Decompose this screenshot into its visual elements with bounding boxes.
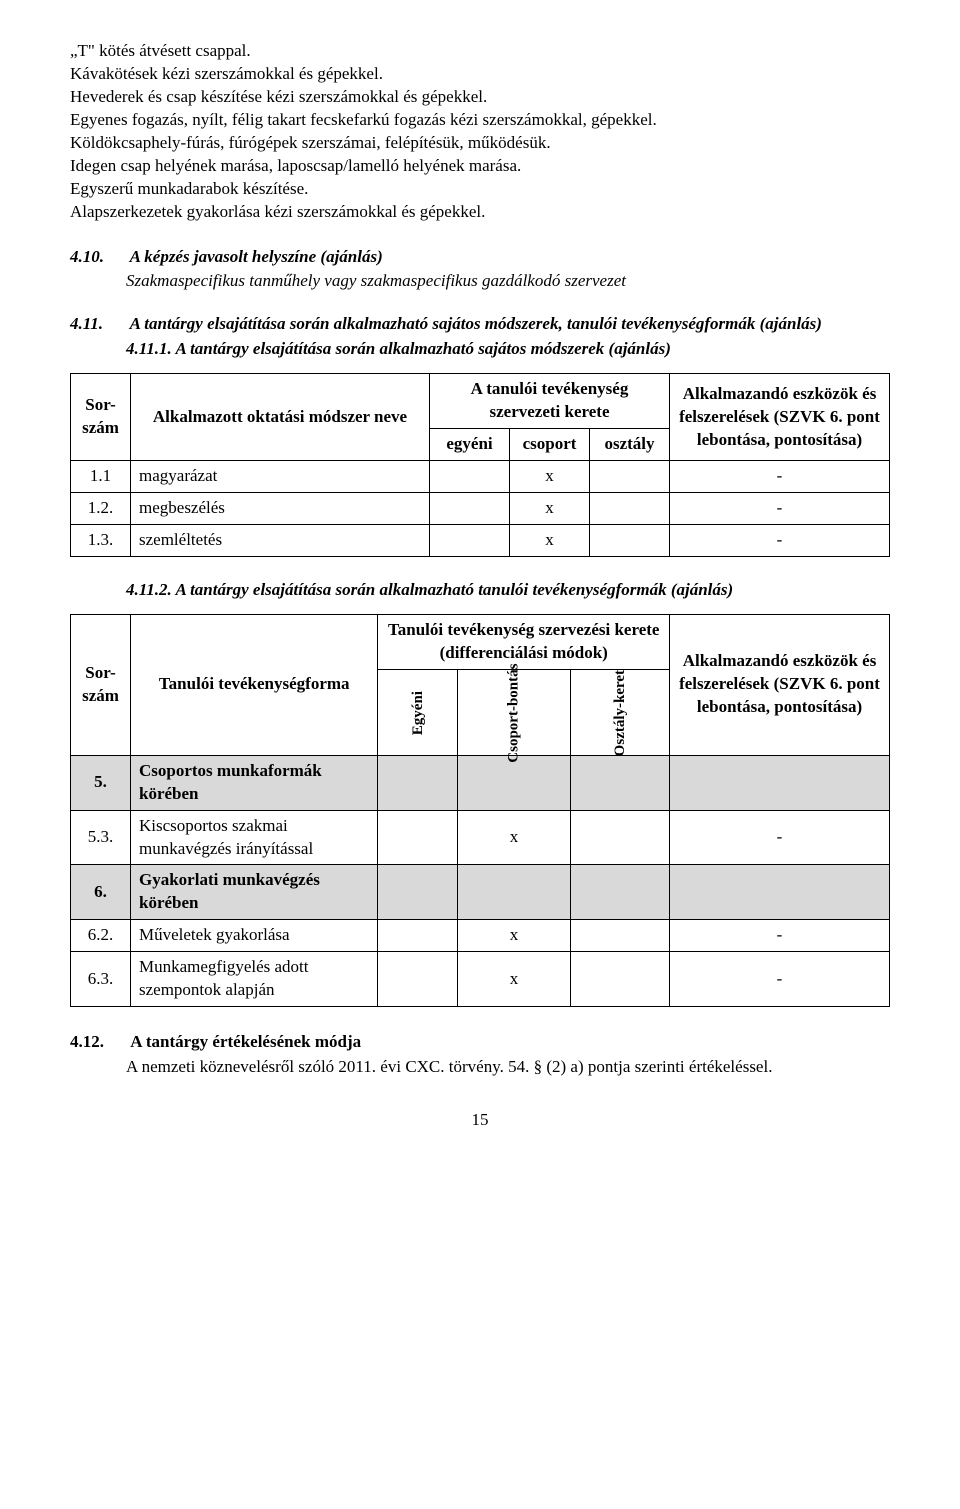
row-num: 1.3.	[71, 524, 131, 556]
section-title: A tantárgy elsajátítása során alkalmazha…	[130, 314, 822, 333]
intro-line: Idegen csap helyének marása, laposcsap/l…	[70, 155, 890, 178]
row-num: 6.2.	[71, 920, 131, 952]
row-csoport: x	[458, 920, 570, 952]
table-header-alk: Alkalmazandó eszközök és felszerelések (…	[670, 614, 890, 755]
table-header-osztaly: osztály	[590, 429, 670, 461]
section-4-11-1-heading: 4.11.1. A tantárgy elsajátítása során al…	[126, 338, 890, 361]
row-name: magyarázat	[131, 461, 430, 493]
row-osztaly	[570, 920, 669, 952]
row-alk: -	[670, 952, 890, 1007]
table-row: 6.2.Műveletek gyakorlása x -	[71, 920, 890, 952]
row-csoport: x	[510, 493, 590, 525]
table-row: 1.3.szemléltetés x -	[71, 524, 890, 556]
row-alk: -	[670, 493, 890, 525]
row-name: szemléltetés	[131, 524, 430, 556]
subsection-number: 4.11.1.	[126, 339, 172, 358]
intro-line: Köldökcsaphely-fúrás, fúrógépek szerszám…	[70, 132, 890, 155]
row-osztaly	[570, 755, 669, 810]
row-alk: -	[670, 524, 890, 556]
row-name: Műveletek gyakorlása	[131, 920, 378, 952]
section-number: 4.11.	[70, 313, 126, 336]
activities-table: Sor-szám Tanulói tevékenységforma Tanuló…	[70, 614, 890, 1007]
table-header-group: Tanulói tevékenység szervezési kerete (d…	[378, 614, 670, 669]
row-name: Kiscsoportos szakmai munkavégzés irányít…	[131, 810, 378, 865]
section-number: 4.10.	[70, 246, 126, 269]
row-egyeni	[378, 865, 458, 920]
section-4-11-2-heading: 4.11.2. A tantárgy elsajátítása során al…	[126, 579, 890, 602]
table-row: 6.Gyakorlati munkavégzés körében	[71, 865, 890, 920]
table-header-group: A tanulói tevékenység szervezeti kerete	[430, 374, 670, 429]
table-row: 1.2.megbeszélés x -	[71, 493, 890, 525]
section-number: 4.12.	[70, 1031, 126, 1054]
intro-line: Egyszerű munkadarabok készítése.	[70, 178, 890, 201]
section-title: A képzés javasolt helyszíne (ajánlás)	[130, 247, 383, 266]
intro-line: Hevederek és csap készítése kézi szerszá…	[70, 86, 890, 109]
table-row: 1.1magyarázat x -	[71, 461, 890, 493]
table-header-egyeni: egyéni	[430, 429, 510, 461]
subsection-number: 4.11.2.	[126, 580, 172, 599]
row-egyeni	[430, 524, 510, 556]
table-header-csoport: Csoport-bontás	[458, 669, 570, 755]
intro-line: Egyenes fogazás, nyílt, félig takart fec…	[70, 109, 890, 132]
table-header-alk: Alkalmazandó eszközök és felszerelések (…	[670, 374, 890, 461]
table-header-sor: Sor-szám	[71, 614, 131, 755]
row-num: 6.3.	[71, 952, 131, 1007]
row-csoport: x	[458, 810, 570, 865]
row-egyeni	[378, 952, 458, 1007]
row-osztaly	[570, 865, 669, 920]
row-csoport	[458, 865, 570, 920]
row-csoport: x	[510, 461, 590, 493]
table-header-sor: Sor-szám	[71, 374, 131, 461]
section-4-10-body: Szakmaspecifikus tanműhely vagy szakmasp…	[126, 270, 890, 293]
row-num: 1.2.	[71, 493, 131, 525]
intro-block: „T" kötés átvésett csappal. Kávakötések …	[70, 40, 890, 224]
intro-line: „T" kötés átvésett csappal.	[70, 40, 890, 63]
row-alk: -	[670, 810, 890, 865]
table-header-method: Alkalmazott oktatási módszer neve	[131, 374, 430, 461]
table-header-form: Tanulói tevékenységforma	[131, 614, 378, 755]
row-osztaly	[590, 461, 670, 493]
row-egyeni	[430, 493, 510, 525]
row-num: 5.3.	[71, 810, 131, 865]
row-num: 6.	[71, 865, 131, 920]
table-row: 5.Csoportos munkaformák körében	[71, 755, 890, 810]
row-num: 1.1	[71, 461, 131, 493]
subsection-title: A tantárgy elsajátítása során alkalmazha…	[175, 580, 733, 599]
row-name: Gyakorlati munkavégzés körében	[131, 865, 378, 920]
row-alk: -	[670, 920, 890, 952]
row-osztaly	[590, 493, 670, 525]
table-header-egyeni: Egyéni	[378, 669, 458, 755]
row-csoport	[458, 755, 570, 810]
table-header-csoport: csoport	[510, 429, 590, 461]
section-4-12-body: A nemzeti köznevelésről szóló 2011. évi …	[126, 1056, 890, 1079]
row-num: 5.	[71, 755, 131, 810]
row-name: megbeszélés	[131, 493, 430, 525]
section-4-11-heading: 4.11. A tantárgy elsajátítása során alka…	[70, 313, 890, 336]
section-title: A tantárgy értékelésének módja	[130, 1032, 361, 1051]
row-egyeni	[378, 920, 458, 952]
section-4-12: 4.12. A tantárgy értékelésének módja A n…	[70, 1031, 890, 1079]
row-csoport: x	[458, 952, 570, 1007]
intro-line: Alapszerkezetek gyakorlása kézi szerszám…	[70, 201, 890, 224]
table-row: 5.3.Kiscsoportos szakmai munkavégzés irá…	[71, 810, 890, 865]
table-header-osztaly: Osztály-keret	[570, 669, 669, 755]
row-egyeni	[378, 755, 458, 810]
section-4-10-heading: 4.10. A képzés javasolt helyszíne (ajánl…	[70, 246, 890, 269]
row-egyeni	[378, 810, 458, 865]
page-number: 15	[70, 1109, 890, 1132]
row-osztaly	[570, 952, 669, 1007]
row-name: Munkamegfigyelés adott szempontok alapjá…	[131, 952, 378, 1007]
methods-table: Sor-szám Alkalmazott oktatási módszer ne…	[70, 373, 890, 557]
row-alk	[670, 755, 890, 810]
row-egyeni	[430, 461, 510, 493]
row-alk	[670, 865, 890, 920]
table-row: 6.3.Munkamegfigyelés adott szempontok al…	[71, 952, 890, 1007]
row-name: Csoportos munkaformák körében	[131, 755, 378, 810]
row-osztaly	[570, 810, 669, 865]
intro-line: Kávakötések kézi szerszámokkal és gépekk…	[70, 63, 890, 86]
row-csoport: x	[510, 524, 590, 556]
row-osztaly	[590, 524, 670, 556]
subsection-title: A tantárgy elsajátítása során alkalmazha…	[175, 339, 670, 358]
row-alk: -	[670, 461, 890, 493]
